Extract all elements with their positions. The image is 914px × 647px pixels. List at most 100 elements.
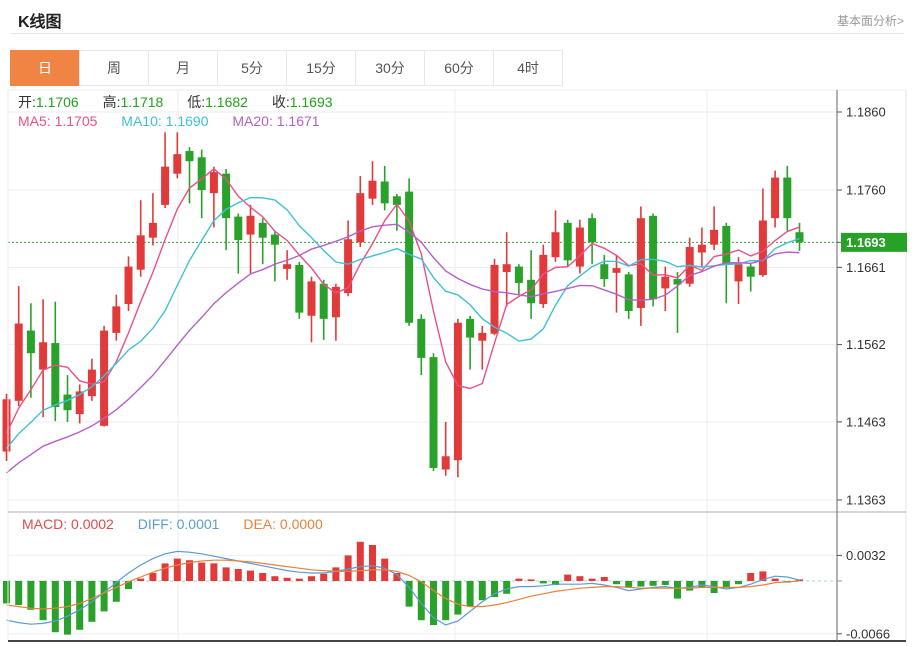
macd-bar-negative [15, 581, 23, 605]
candle-body-down [649, 215, 658, 300]
ma10-line [5, 196, 800, 449]
tab-monthly[interactable]: 月 [148, 50, 218, 86]
macd-bar-positive [149, 573, 157, 581]
open-value: 1.1706 [35, 94, 79, 110]
candle-body-up [697, 244, 706, 253]
candle-body-up [453, 322, 462, 461]
fundamental-analysis-link[interactable]: 基本面分析> [836, 14, 904, 28]
macd-bar-negative [466, 581, 474, 607]
macd-bar-negative [442, 581, 450, 621]
dea-value: 0.0000 [279, 516, 323, 532]
ma5-label: MA5: [18, 113, 51, 129]
candle-body-up [100, 330, 109, 426]
ma10-value: 1.1690 [165, 113, 209, 129]
macd-value: 0.0002 [71, 516, 114, 532]
candle-body-up [173, 154, 182, 174]
candle-body-up [661, 276, 670, 289]
macd-bar-negative [478, 581, 486, 601]
candle-body-up [14, 323, 23, 401]
price-axis: 1.1860 1.1760 1.1661 1.1562 1.1463 1.1363 [837, 105, 886, 507]
macd-bar-positive [247, 570, 254, 581]
macd-bar-negative [76, 581, 84, 630]
macd-histogram [3, 541, 803, 635]
candle-body-up [612, 268, 621, 273]
candle-body-up [75, 391, 84, 415]
candle-body-down [392, 196, 401, 205]
macd-axis-label: -0.0066 [846, 626, 890, 641]
macd-bar-negative [39, 581, 47, 621]
macd-bar-positive [198, 562, 206, 581]
candle-body-up [307, 281, 316, 316]
macd-legend: MACD: 0.0002 DIFF: 0.0001 DEA: 0.0000 [22, 516, 343, 532]
close-label: 收: [271, 94, 290, 110]
macd-axis-label: 0.0032 [846, 548, 886, 563]
page-title: K线图 [18, 14, 62, 31]
candle-body-up [161, 166, 170, 205]
candle-body-up [148, 222, 157, 238]
macd-bar-negative [722, 581, 730, 588]
diff-label: DIFF: [137, 516, 173, 532]
tab-30min[interactable]: 30分 [355, 50, 425, 86]
macd-bar-positive [234, 569, 242, 581]
macd-bar-positive [222, 567, 230, 581]
macd-bar-negative [64, 581, 71, 635]
macd-bar-negative [430, 581, 437, 625]
candle-body-down [417, 318, 426, 358]
macd-bar-positive [161, 563, 169, 581]
macd-bar-positive [271, 576, 279, 581]
candle-body-up [112, 306, 121, 333]
candle-body-up [551, 232, 560, 258]
ma10-label: MA10: [121, 113, 162, 129]
macd-bar-positive [186, 560, 193, 581]
tab-15min[interactable]: 15分 [286, 50, 356, 86]
ma-legend: MA5: 1.1705 MA10: 1.1690 MA20: 1.1671 [18, 113, 340, 129]
period-tabs: 日 周 月 5分 15分 30分 60分 4时 [10, 50, 563, 86]
macd-bar-positive [759, 571, 767, 581]
dea-line [6, 559, 800, 610]
candle-body-down [270, 234, 279, 245]
macd-bar-negative [613, 581, 620, 585]
macd-bar-negative [100, 581, 108, 612]
candle-body-down [527, 279, 536, 304]
macd-bar-positive [771, 578, 779, 581]
ma20-value: 1.1671 [276, 113, 320, 129]
macd-bar-positive [320, 573, 328, 581]
candle-body-up [539, 254, 548, 305]
candle-body-down [380, 181, 389, 204]
macd-bar-negative [405, 581, 413, 607]
candle-body-up [124, 266, 133, 305]
tab-daily[interactable]: 日 [10, 50, 80, 86]
macd-bar-positive [564, 574, 572, 581]
macd-bar-positive [259, 573, 267, 581]
tab-weekly[interactable]: 周 [79, 50, 149, 86]
candle-body-down [185, 151, 194, 162]
macd-bar-positive [308, 576, 315, 581]
grid-layer [8, 90, 837, 641]
candle-body-up [710, 229, 719, 245]
candle-body-down [26, 330, 35, 354]
candle-body-up [136, 235, 145, 270]
low-value: 1.1682 [205, 94, 248, 110]
candle-body-up [283, 264, 292, 269]
candle-body-up [490, 264, 499, 334]
current-price-badge-text: 1.1693 [846, 235, 886, 250]
macd-bar-negative [661, 581, 669, 585]
close-value: 1.1693 [289, 94, 333, 110]
macd-bar-positive [515, 578, 523, 581]
price-axis-label: 1.1860 [846, 105, 886, 120]
tab-60min[interactable]: 60分 [424, 50, 494, 86]
tab-5min[interactable]: 5分 [217, 50, 287, 86]
price-axis-label: 1.1760 [846, 183, 886, 198]
macd-bar-positive [600, 577, 608, 581]
dea-label: DEA: [243, 516, 277, 532]
current-price-badge [841, 232, 907, 252]
macd-bar-negative [454, 581, 462, 615]
candle-body-down [795, 232, 804, 243]
tab-4hour[interactable]: 4时 [493, 50, 563, 86]
macd-bar-positive [332, 567, 340, 581]
macd-bar-positive [344, 555, 352, 581]
price-axis-label: 1.1463 [846, 414, 886, 429]
macd-bar-negative [674, 581, 681, 599]
